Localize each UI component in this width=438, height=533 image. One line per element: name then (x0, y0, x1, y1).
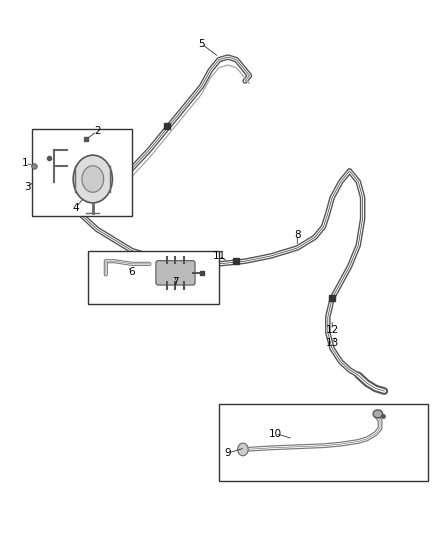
Circle shape (82, 166, 104, 192)
Bar (219, 405, 428, 481)
Text: 10: 10 (269, 429, 282, 439)
Text: 9: 9 (224, 448, 231, 458)
Text: 13: 13 (325, 338, 339, 349)
Text: 7: 7 (172, 277, 179, 287)
Text: 1: 1 (22, 158, 28, 168)
Circle shape (238, 443, 248, 456)
Text: 8: 8 (294, 230, 300, 240)
Text: 2: 2 (94, 126, 100, 136)
Text: 11: 11 (212, 251, 226, 261)
Ellipse shape (373, 410, 383, 418)
Text: 4: 4 (72, 203, 79, 213)
FancyBboxPatch shape (156, 261, 195, 285)
Bar (88, 251, 219, 304)
Text: 5: 5 (198, 39, 205, 49)
Circle shape (73, 155, 113, 203)
Text: 3: 3 (24, 182, 31, 192)
Text: 6: 6 (129, 267, 135, 277)
Bar (32, 128, 132, 216)
Text: 12: 12 (325, 325, 339, 335)
